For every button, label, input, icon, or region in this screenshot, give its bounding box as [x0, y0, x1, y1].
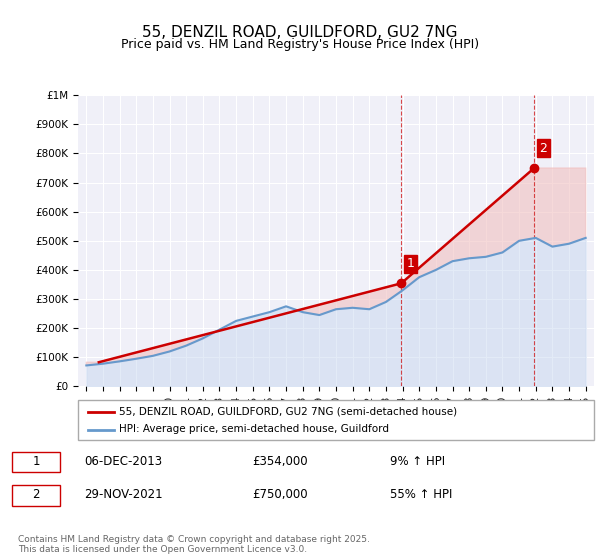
Text: 1: 1 — [32, 455, 40, 468]
Text: 55, DENZIL ROAD, GUILDFORD, GU2 7NG: 55, DENZIL ROAD, GUILDFORD, GU2 7NG — [142, 25, 458, 40]
Text: Contains HM Land Registry data © Crown copyright and database right 2025.
This d: Contains HM Land Registry data © Crown c… — [18, 535, 370, 554]
Text: £354,000: £354,000 — [252, 455, 308, 468]
Text: 1: 1 — [406, 257, 414, 270]
Text: HPI: Average price, semi-detached house, Guildford: HPI: Average price, semi-detached house,… — [119, 424, 389, 434]
Text: 55% ↑ HPI: 55% ↑ HPI — [390, 488, 452, 501]
Text: 29-NOV-2021: 29-NOV-2021 — [84, 488, 163, 501]
Text: £750,000: £750,000 — [252, 488, 308, 501]
Text: 2: 2 — [539, 142, 547, 155]
Text: 55, DENZIL ROAD, GUILDFORD, GU2 7NG (semi-detached house): 55, DENZIL ROAD, GUILDFORD, GU2 7NG (sem… — [119, 407, 457, 417]
FancyBboxPatch shape — [12, 452, 60, 472]
Text: Price paid vs. HM Land Registry's House Price Index (HPI): Price paid vs. HM Land Registry's House … — [121, 38, 479, 51]
FancyBboxPatch shape — [78, 400, 594, 440]
Text: 2: 2 — [32, 488, 40, 501]
Text: 06-DEC-2013: 06-DEC-2013 — [84, 455, 162, 468]
Text: 9% ↑ HPI: 9% ↑ HPI — [390, 455, 445, 468]
FancyBboxPatch shape — [12, 486, 60, 506]
